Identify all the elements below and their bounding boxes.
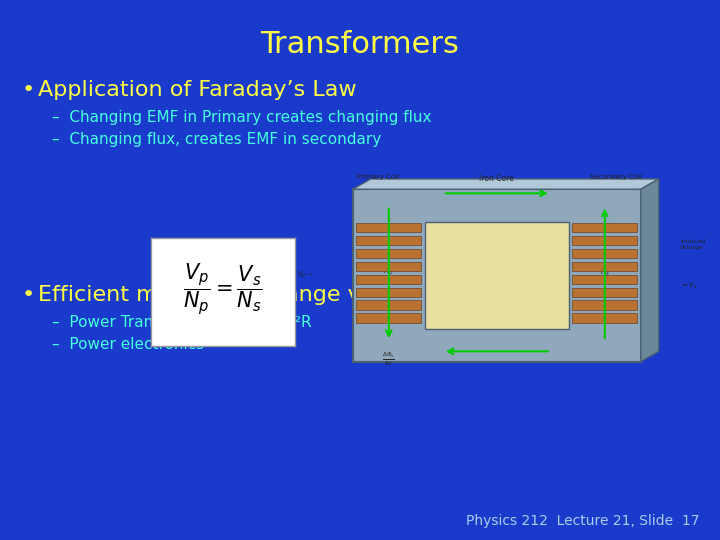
Bar — [356, 313, 421, 322]
Text: •: • — [22, 80, 35, 100]
Text: Induced
Voltage: Induced Voltage — [680, 239, 706, 250]
Text: Primary Coil: Primary Coil — [357, 174, 399, 180]
Text: Physics 212  Lecture 21, Slide  17: Physics 212 Lecture 21, Slide 17 — [467, 514, 700, 528]
Bar — [572, 236, 637, 245]
Text: –  Power electronics: – Power electronics — [52, 337, 204, 352]
Bar — [425, 222, 569, 329]
Bar — [572, 262, 637, 271]
Bar — [572, 249, 637, 258]
Text: $\frac{\Delta\Phi_s}{\Delta t}$: $\frac{\Delta\Phi_s}{\Delta t}$ — [382, 350, 395, 368]
Text: $N_p$: $N_p$ — [383, 265, 395, 278]
Bar — [356, 274, 421, 284]
Bar — [572, 313, 637, 322]
Text: $= V_s$: $= V_s$ — [680, 281, 698, 291]
Text: Secondary Coil: Secondary Coil — [590, 174, 642, 180]
Text: Iron Core: Iron Core — [480, 174, 514, 183]
Bar — [356, 262, 421, 271]
Bar — [572, 287, 637, 297]
Text: –  Changing flux, creates EMF in secondary: – Changing flux, creates EMF in secondar… — [52, 132, 382, 147]
Polygon shape — [353, 179, 659, 189]
Text: Transformers: Transformers — [261, 30, 459, 59]
Text: $V_p\sim$: $V_p\sim$ — [297, 269, 313, 281]
Bar — [356, 249, 421, 258]
Text: –  Changing EMF in Primary creates changing flux: – Changing EMF in Primary creates changi… — [52, 110, 431, 125]
Bar — [572, 223, 637, 232]
Bar — [353, 189, 641, 362]
Text: •: • — [22, 285, 35, 305]
Bar — [356, 287, 421, 297]
Text: Efficient method to change voltage for AC.: Efficient method to change voltage for A… — [38, 285, 513, 305]
Bar — [356, 223, 421, 232]
Bar — [356, 300, 421, 309]
Bar — [572, 300, 637, 309]
Bar — [572, 274, 637, 284]
Text: –  Power Transmission   Loss = I²R: – Power Transmission Loss = I²R — [52, 315, 312, 330]
Text: $\dfrac{V_p}{N_p} = \dfrac{V_s}{N_s}$: $\dfrac{V_p}{N_p} = \dfrac{V_s}{N_s}$ — [184, 261, 263, 318]
Text: Application of Faraday’s Law: Application of Faraday’s Law — [38, 80, 356, 100]
Polygon shape — [641, 179, 659, 362]
Text: $N_s$: $N_s$ — [600, 265, 610, 278]
Bar — [356, 236, 421, 245]
